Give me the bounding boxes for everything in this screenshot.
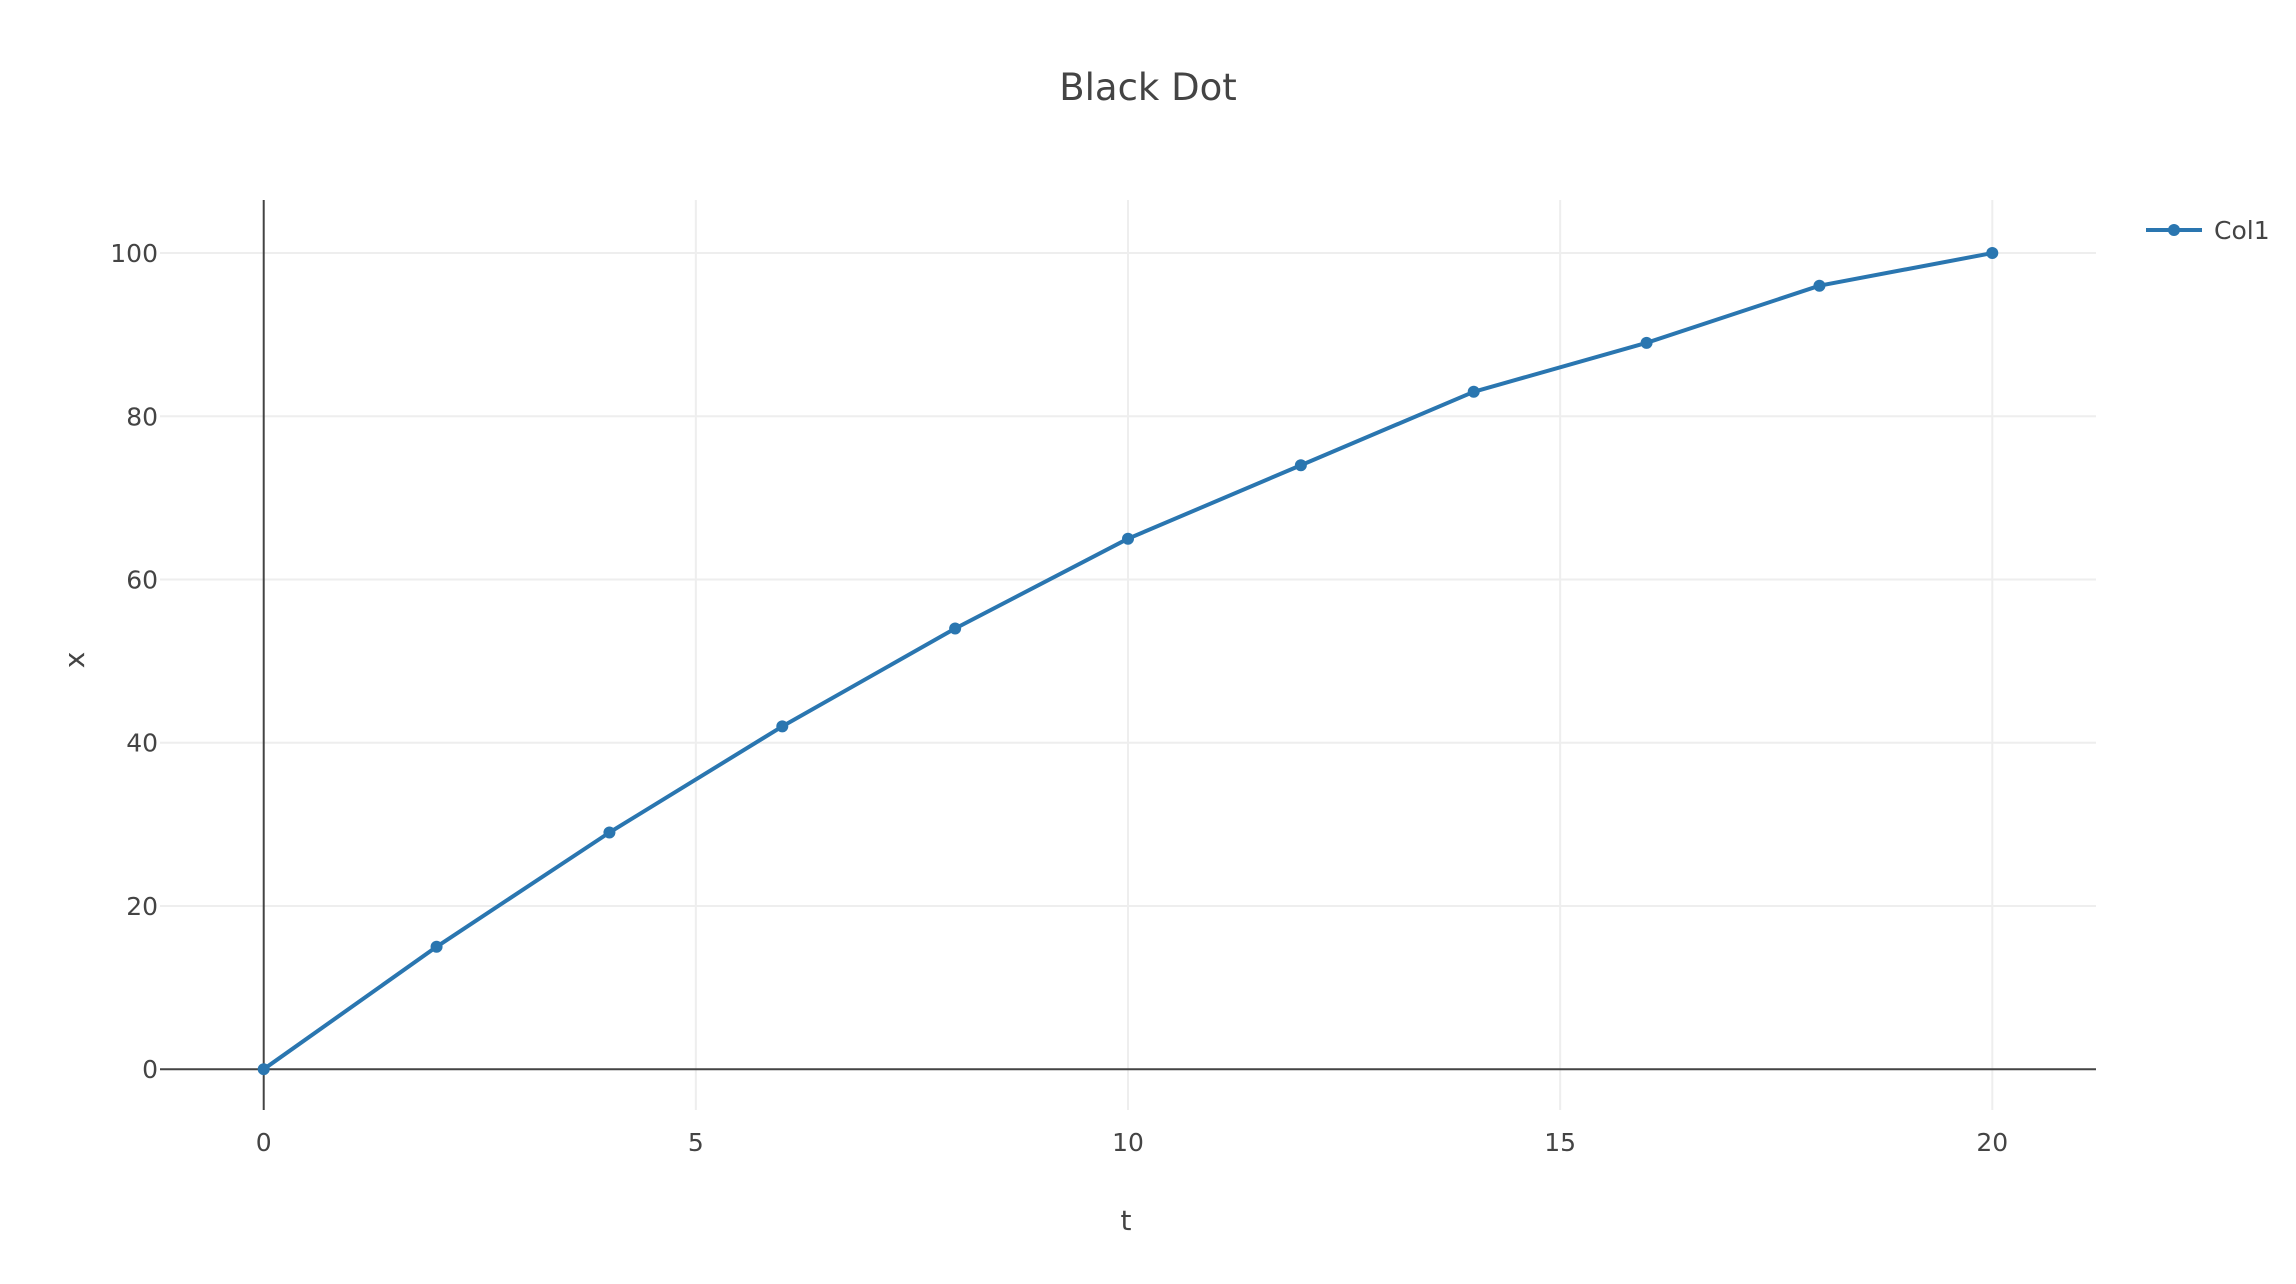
grid-layer [160, 200, 2096, 1110]
y-axis-title: x [58, 652, 91, 669]
y-tick-label: 20 [126, 892, 158, 921]
zero-lines [160, 200, 2096, 1110]
data-point[interactable] [603, 826, 616, 839]
legend-marker-col1 [2168, 224, 2180, 236]
data-point[interactable] [1813, 279, 1826, 292]
data-point[interactable] [1986, 247, 1999, 260]
x-axis-title: t [1121, 1204, 1132, 1237]
data-point[interactable] [949, 622, 962, 635]
legend[interactable]: Col1 [2146, 216, 2270, 245]
y-tick-label: 100 [110, 239, 158, 268]
data-point[interactable] [1122, 532, 1134, 545]
x-tick-label: 10 [1112, 1128, 1144, 1157]
data-point[interactable] [1294, 459, 1307, 472]
data-point[interactable] [257, 1063, 270, 1076]
y-tick-label: 80 [126, 402, 158, 431]
x-tick-label: 15 [1544, 1128, 1576, 1157]
y-tick-label: 60 [126, 566, 158, 595]
data-point[interactable] [430, 940, 443, 953]
x-tick-label: 5 [688, 1128, 704, 1157]
data-point[interactable] [1467, 385, 1480, 398]
chart-title: Black Dot [1059, 66, 1237, 109]
series-layer [257, 247, 1999, 1076]
data-point[interactable] [776, 720, 789, 733]
x-tick-label: 0 [256, 1128, 272, 1157]
x-tick-label: 20 [1976, 1128, 2008, 1157]
data-point[interactable] [1640, 336, 1653, 349]
y-tick-label: 0 [142, 1055, 158, 1084]
legend-label-col1: Col1 [2214, 216, 2270, 245]
y-tick-label: 40 [126, 729, 158, 758]
tick-labels: 0 5 10 15 20 0 20 40 60 80 100 [110, 239, 2008, 1157]
